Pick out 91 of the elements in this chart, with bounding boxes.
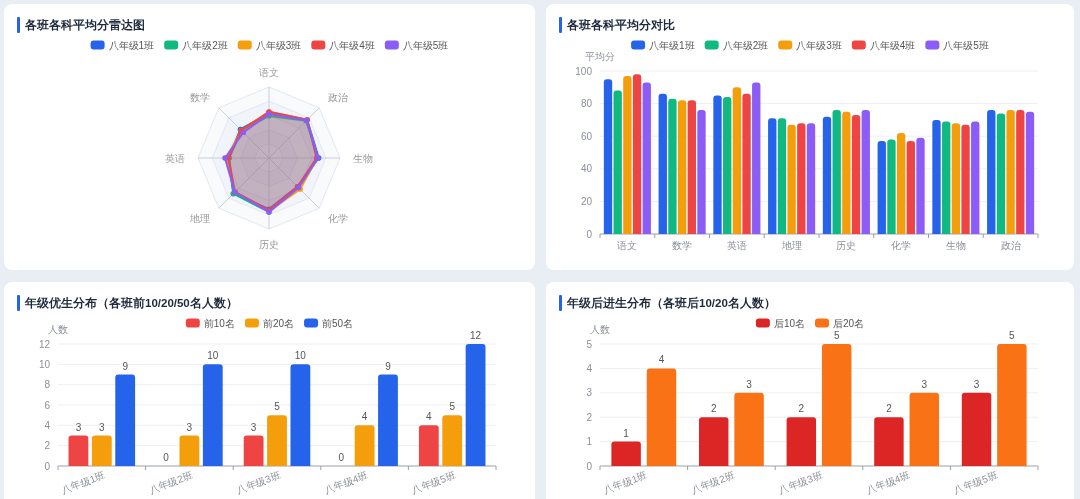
data-label: 3 bbox=[75, 421, 82, 433]
y-axis-title: 人数 bbox=[590, 324, 610, 335]
spoke-label: 化学 bbox=[328, 213, 349, 225]
data-label: 3 bbox=[186, 421, 193, 433]
y-tick-label: 6 bbox=[44, 399, 51, 411]
y-tick-label: 1 bbox=[586, 436, 593, 448]
x-tick-label: 八年级4班 bbox=[864, 469, 912, 496]
y-tick-label: 8 bbox=[44, 379, 51, 391]
spoke-label: 英语 bbox=[165, 152, 185, 164]
data-label: 3 bbox=[250, 421, 257, 433]
chart-title: 年级后进生分布（各班后10/20名人数） bbox=[566, 296, 776, 310]
x-tick-label: 八年级5班 bbox=[410, 469, 457, 496]
data-label: 12 bbox=[470, 330, 482, 341]
y-tick-label: 0 bbox=[44, 460, 51, 472]
data-label: 9 bbox=[122, 360, 129, 372]
spoke-label: 政治 bbox=[328, 91, 349, 103]
chart-title: 年级优生分布（各班前10/20/50名人数） bbox=[24, 296, 238, 310]
legend-label: 八年级1班 bbox=[108, 39, 155, 51]
data-label: 2 bbox=[798, 403, 805, 415]
y-tick-label: 3 bbox=[586, 387, 593, 399]
y-tick-label: 4 bbox=[586, 362, 593, 374]
y-tick-label: 4 bbox=[44, 419, 51, 431]
data-label: 5 bbox=[1009, 330, 1016, 341]
y-tick-label: 80 bbox=[580, 98, 593, 110]
data-label: 2 bbox=[710, 403, 717, 415]
data-label: 3 bbox=[99, 421, 106, 433]
legend-label: 八年级4班 bbox=[869, 39, 916, 51]
data-label: 3 bbox=[921, 378, 928, 390]
x-tick-label: 八年级1班 bbox=[601, 469, 649, 496]
data-label: 2 bbox=[886, 403, 893, 415]
legend-label: 八年级5班 bbox=[943, 39, 989, 51]
y-axis-title: 人数 bbox=[48, 324, 68, 335]
data-label: 4 bbox=[361, 411, 368, 423]
data-label: 4 bbox=[658, 354, 665, 366]
data-label: 4 bbox=[426, 411, 433, 423]
spoke-label: 语文 bbox=[259, 66, 279, 78]
x-tick-label: 八年级2班 bbox=[689, 469, 737, 496]
data-label: 5 bbox=[833, 330, 840, 341]
x-tick-label: 八年级1班 bbox=[59, 469, 107, 496]
data-label: 3 bbox=[746, 378, 753, 390]
legend-label: 八年级2班 bbox=[182, 39, 228, 51]
x-tick-label: 八年级2班 bbox=[147, 469, 195, 496]
y-tick-label: 40 bbox=[580, 163, 593, 175]
data-label: 9 bbox=[385, 360, 392, 372]
y-tick-label: 0 bbox=[586, 228, 593, 240]
data-label: 5 bbox=[274, 401, 281, 413]
x-tick-label: 八年级5班 bbox=[952, 469, 999, 496]
y-tick-label: 2 bbox=[586, 411, 593, 423]
legend-label: 后10名 bbox=[773, 317, 805, 329]
x-tick-label: 八年级3班 bbox=[777, 469, 824, 496]
y-tick-label: 10 bbox=[38, 358, 51, 370]
y-tick-label: 2 bbox=[44, 440, 51, 452]
y-tick-label: 20 bbox=[580, 195, 593, 207]
data-label: 3 bbox=[973, 378, 980, 390]
legend-label: 八年级4班 bbox=[329, 39, 375, 51]
legend-label: 后20名 bbox=[833, 317, 865, 329]
y-tick-label: 0 bbox=[586, 460, 593, 472]
x-tick-label: 数学 bbox=[672, 240, 693, 251]
legend-label: 八年级3班 bbox=[796, 39, 842, 51]
chart-title: 各班各科平均分对比 bbox=[566, 18, 675, 31]
y-tick-label: 12 bbox=[38, 338, 51, 350]
legend-label: 八年级3班 bbox=[255, 39, 302, 51]
spoke-label: 生物 bbox=[353, 152, 373, 164]
x-tick-label: 英语 bbox=[726, 240, 747, 251]
x-tick-label: 地理 bbox=[780, 240, 802, 251]
x-tick-label: 八年级3班 bbox=[235, 469, 282, 496]
y-tick-label: 5 bbox=[586, 338, 593, 350]
legend-label: 前20名 bbox=[262, 317, 295, 329]
spoke-label: 地理 bbox=[188, 213, 210, 225]
x-tick-label: 生物 bbox=[945, 240, 966, 251]
data-label: 1 bbox=[623, 427, 630, 439]
legend-label: 八年级2班 bbox=[722, 39, 769, 51]
data-label: 10 bbox=[294, 350, 307, 362]
legend-label: 前50名 bbox=[322, 317, 354, 329]
data-label: 0 bbox=[338, 452, 345, 463]
legend-label: 八年级1班 bbox=[649, 39, 695, 51]
x-tick-label: 化学 bbox=[891, 240, 912, 251]
x-tick-label: 语文 bbox=[617, 240, 638, 251]
chart-title: 各班各科平均分雷达图 bbox=[24, 18, 145, 31]
x-tick-label: 历史 bbox=[836, 240, 857, 251]
spoke-label: 数学 bbox=[189, 91, 210, 103]
y-tick-label: 100 bbox=[575, 65, 593, 77]
y-axis-title: 平均分 bbox=[585, 51, 615, 62]
y-tick-label: 60 bbox=[580, 130, 593, 142]
data-label: 0 bbox=[163, 452, 170, 463]
legend-label: 八年级5班 bbox=[402, 39, 449, 51]
x-tick-label: 政治 bbox=[1000, 240, 1021, 251]
legend-label: 前10名 bbox=[203, 317, 235, 329]
data-label: 10 bbox=[207, 350, 219, 362]
data-label: 5 bbox=[449, 401, 456, 413]
x-tick-label: 八年级4班 bbox=[322, 469, 370, 496]
